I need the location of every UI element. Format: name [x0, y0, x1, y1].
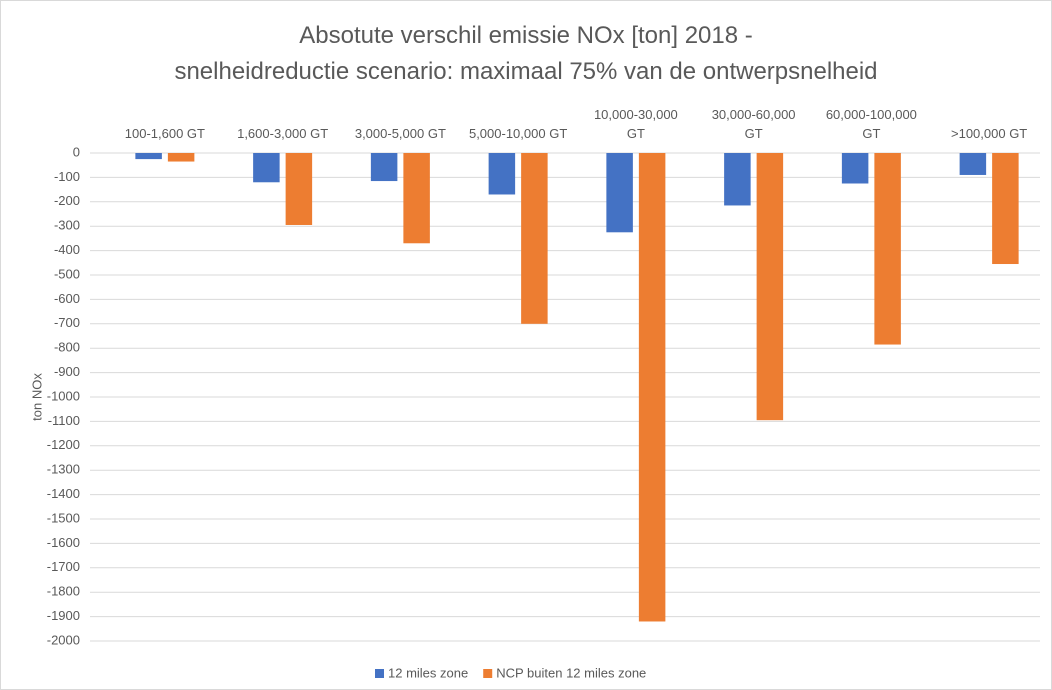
y-tick-label: -2000	[47, 632, 80, 647]
y-tick-label: -1100	[48, 413, 80, 428]
x-tick-label: 100-1,600 GT	[124, 126, 205, 141]
legend-label: NCP buiten 12 miles zone	[496, 665, 646, 680]
legend-label: 12 miles zone	[388, 665, 468, 680]
y-tick-label: -500	[54, 266, 80, 281]
y-tick-label: -1000	[47, 388, 80, 403]
legend-swatch	[483, 669, 493, 678]
bar	[285, 153, 313, 225]
bar	[135, 153, 162, 160]
x-tick-label: 1,600-3,000 GT	[237, 126, 329, 141]
chart-title: snelheidreductie scenario: maximaal 75% …	[174, 58, 878, 85]
y-tick-label: -900	[54, 364, 80, 379]
bar	[167, 153, 195, 162]
y-tick-label: -400	[54, 242, 80, 257]
y-tick-label: -1700	[47, 559, 80, 574]
chart-title: Absotute verschil emissie NOx [ton] 2018…	[299, 22, 753, 49]
x-tick-label: 5,000-10,000 GT	[468, 126, 568, 141]
x-tick-label: 10,000-30,000 GT	[593, 107, 678, 141]
bar	[488, 153, 516, 195]
y-tick-label: -1300	[47, 462, 80, 477]
legend-swatch	[375, 669, 384, 678]
y-tick-label: -1200	[47, 437, 80, 452]
y-tick-label: -1500	[47, 510, 80, 525]
y-tick-label: -100	[54, 169, 80, 184]
bar	[521, 153, 548, 324]
y-axis-label: ton NOx	[29, 373, 44, 421]
x-tick-label: >100,000 GT	[951, 126, 1028, 141]
x-tick-label: 3,000-5,000 GT	[354, 126, 446, 141]
bar	[874, 153, 901, 345]
y-tick-label: -300	[54, 218, 80, 233]
bar	[403, 153, 430, 244]
y-tick-label: 0	[73, 144, 80, 159]
y-tick-label: -1400	[47, 486, 80, 501]
y-tick-label: -1900	[47, 608, 80, 623]
bar	[841, 153, 869, 184]
x-tick-label: 60,000-100,000 GT	[825, 107, 917, 141]
bar	[959, 153, 987, 175]
y-tick-label: -700	[54, 315, 80, 330]
bar	[724, 153, 751, 206]
y-tick-label: -200	[54, 193, 80, 208]
x-tick-label: 30,000-60,000 GT	[711, 107, 796, 141]
bar	[638, 153, 666, 622]
y-tick-label: -800	[54, 340, 80, 355]
bar	[253, 153, 280, 183]
bar	[992, 153, 1019, 265]
y-tick-label: -600	[54, 291, 80, 306]
y-tick-label: -1600	[47, 535, 80, 550]
bar	[756, 153, 784, 421]
bar	[370, 153, 398, 182]
bar	[606, 153, 633, 233]
y-tick-label: -1800	[47, 584, 80, 599]
